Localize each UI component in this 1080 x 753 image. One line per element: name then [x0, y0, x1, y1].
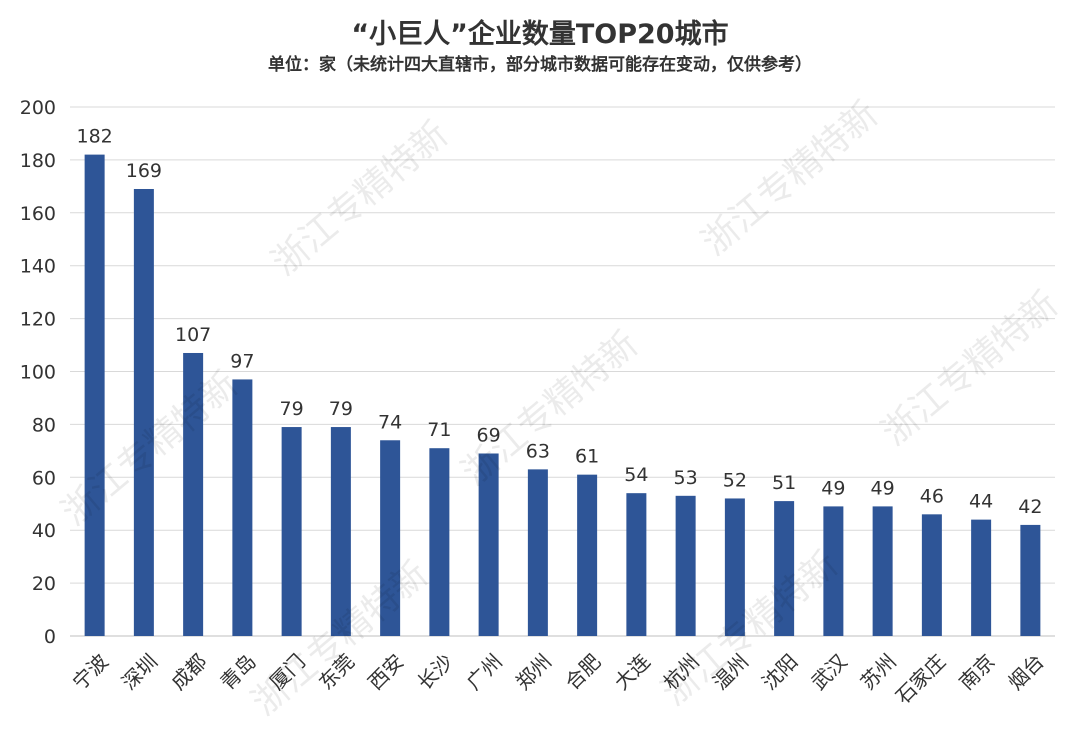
bar: [281, 427, 302, 636]
bar: [675, 495, 696, 636]
bar: [478, 453, 499, 636]
data-label: 61: [575, 446, 599, 468]
bar: [330, 427, 351, 636]
data-label: 63: [526, 440, 550, 462]
data-label: 182: [76, 126, 112, 148]
y-tick-label: 180: [20, 150, 56, 172]
data-label: 74: [378, 411, 402, 433]
x-tick-label: 合肥: [560, 649, 605, 694]
data-label: 79: [280, 398, 304, 420]
data-label: 49: [871, 477, 895, 499]
x-tick-label: 温州: [708, 649, 753, 694]
data-label: 69: [477, 424, 501, 446]
x-tick-label: 沈阳: [757, 649, 802, 694]
chart-subtitle: 单位：家（未统计四大直辖市，部分城市数据可能存在变动，仅供参考）: [268, 55, 812, 75]
bar: [774, 501, 795, 636]
y-tick-label: 20: [32, 573, 56, 595]
data-label: 49: [821, 477, 845, 499]
y-tick-label: 160: [20, 203, 56, 225]
y-tick-label: 0: [44, 626, 56, 648]
data-label: 46: [920, 485, 944, 507]
data-label: 79: [329, 398, 353, 420]
bar: [84, 154, 105, 637]
bar: [921, 514, 942, 636]
y-tick-label: 80: [32, 414, 56, 436]
x-tick-label: 广州: [462, 649, 507, 694]
x-tick-label: 成都: [166, 649, 211, 694]
x-tick-label: 厦门: [265, 649, 310, 694]
bar: [380, 440, 401, 636]
bar: [577, 474, 598, 636]
y-tick-label: 140: [20, 256, 56, 278]
x-tick-label: 深圳: [117, 649, 162, 694]
bar: [1020, 524, 1041, 636]
x-tick-label: 郑州: [511, 649, 556, 694]
x-tick-label: 青岛: [215, 649, 260, 694]
data-label: 42: [1018, 496, 1042, 518]
x-tick-label: 南京: [954, 649, 999, 694]
bar: [971, 519, 992, 636]
data-label: 52: [723, 469, 747, 491]
x-tick-label: 东莞: [314, 649, 359, 694]
bar: [527, 469, 548, 636]
x-tick-label: 大连: [609, 649, 654, 694]
bar: [626, 493, 647, 636]
x-tick-label: 烟台: [1003, 649, 1048, 694]
data-label: 107: [175, 324, 211, 346]
data-label: 54: [624, 464, 648, 486]
data-label: 53: [674, 467, 698, 489]
x-tick-label: 长沙: [412, 649, 457, 694]
bar: [724, 498, 745, 636]
y-tick-label: 40: [32, 520, 56, 542]
y-tick-label: 60: [32, 467, 56, 489]
chart-title: “小巨人”企业数量TOP20城市: [351, 19, 729, 50]
bar: [872, 506, 893, 636]
data-label: 169: [126, 160, 162, 182]
bar: [133, 188, 154, 636]
x-tick-label: 杭州: [659, 649, 704, 694]
y-tick-label: 100: [20, 362, 56, 384]
data-label: 97: [230, 350, 254, 372]
bar: [823, 506, 844, 636]
data-label: 71: [427, 419, 451, 441]
y-tick-label: 200: [20, 97, 56, 119]
bar: [429, 448, 450, 636]
bar: [183, 352, 204, 636]
data-label: 51: [772, 472, 796, 494]
x-tick-label: 武汉: [806, 649, 851, 694]
x-tick-label: 石家庄: [891, 649, 950, 708]
y-tick-label: 120: [20, 309, 56, 331]
bar: [232, 379, 253, 636]
data-label: 44: [969, 491, 993, 513]
x-tick-label: 宁波: [68, 649, 113, 694]
x-tick-label: 西安: [363, 649, 408, 694]
